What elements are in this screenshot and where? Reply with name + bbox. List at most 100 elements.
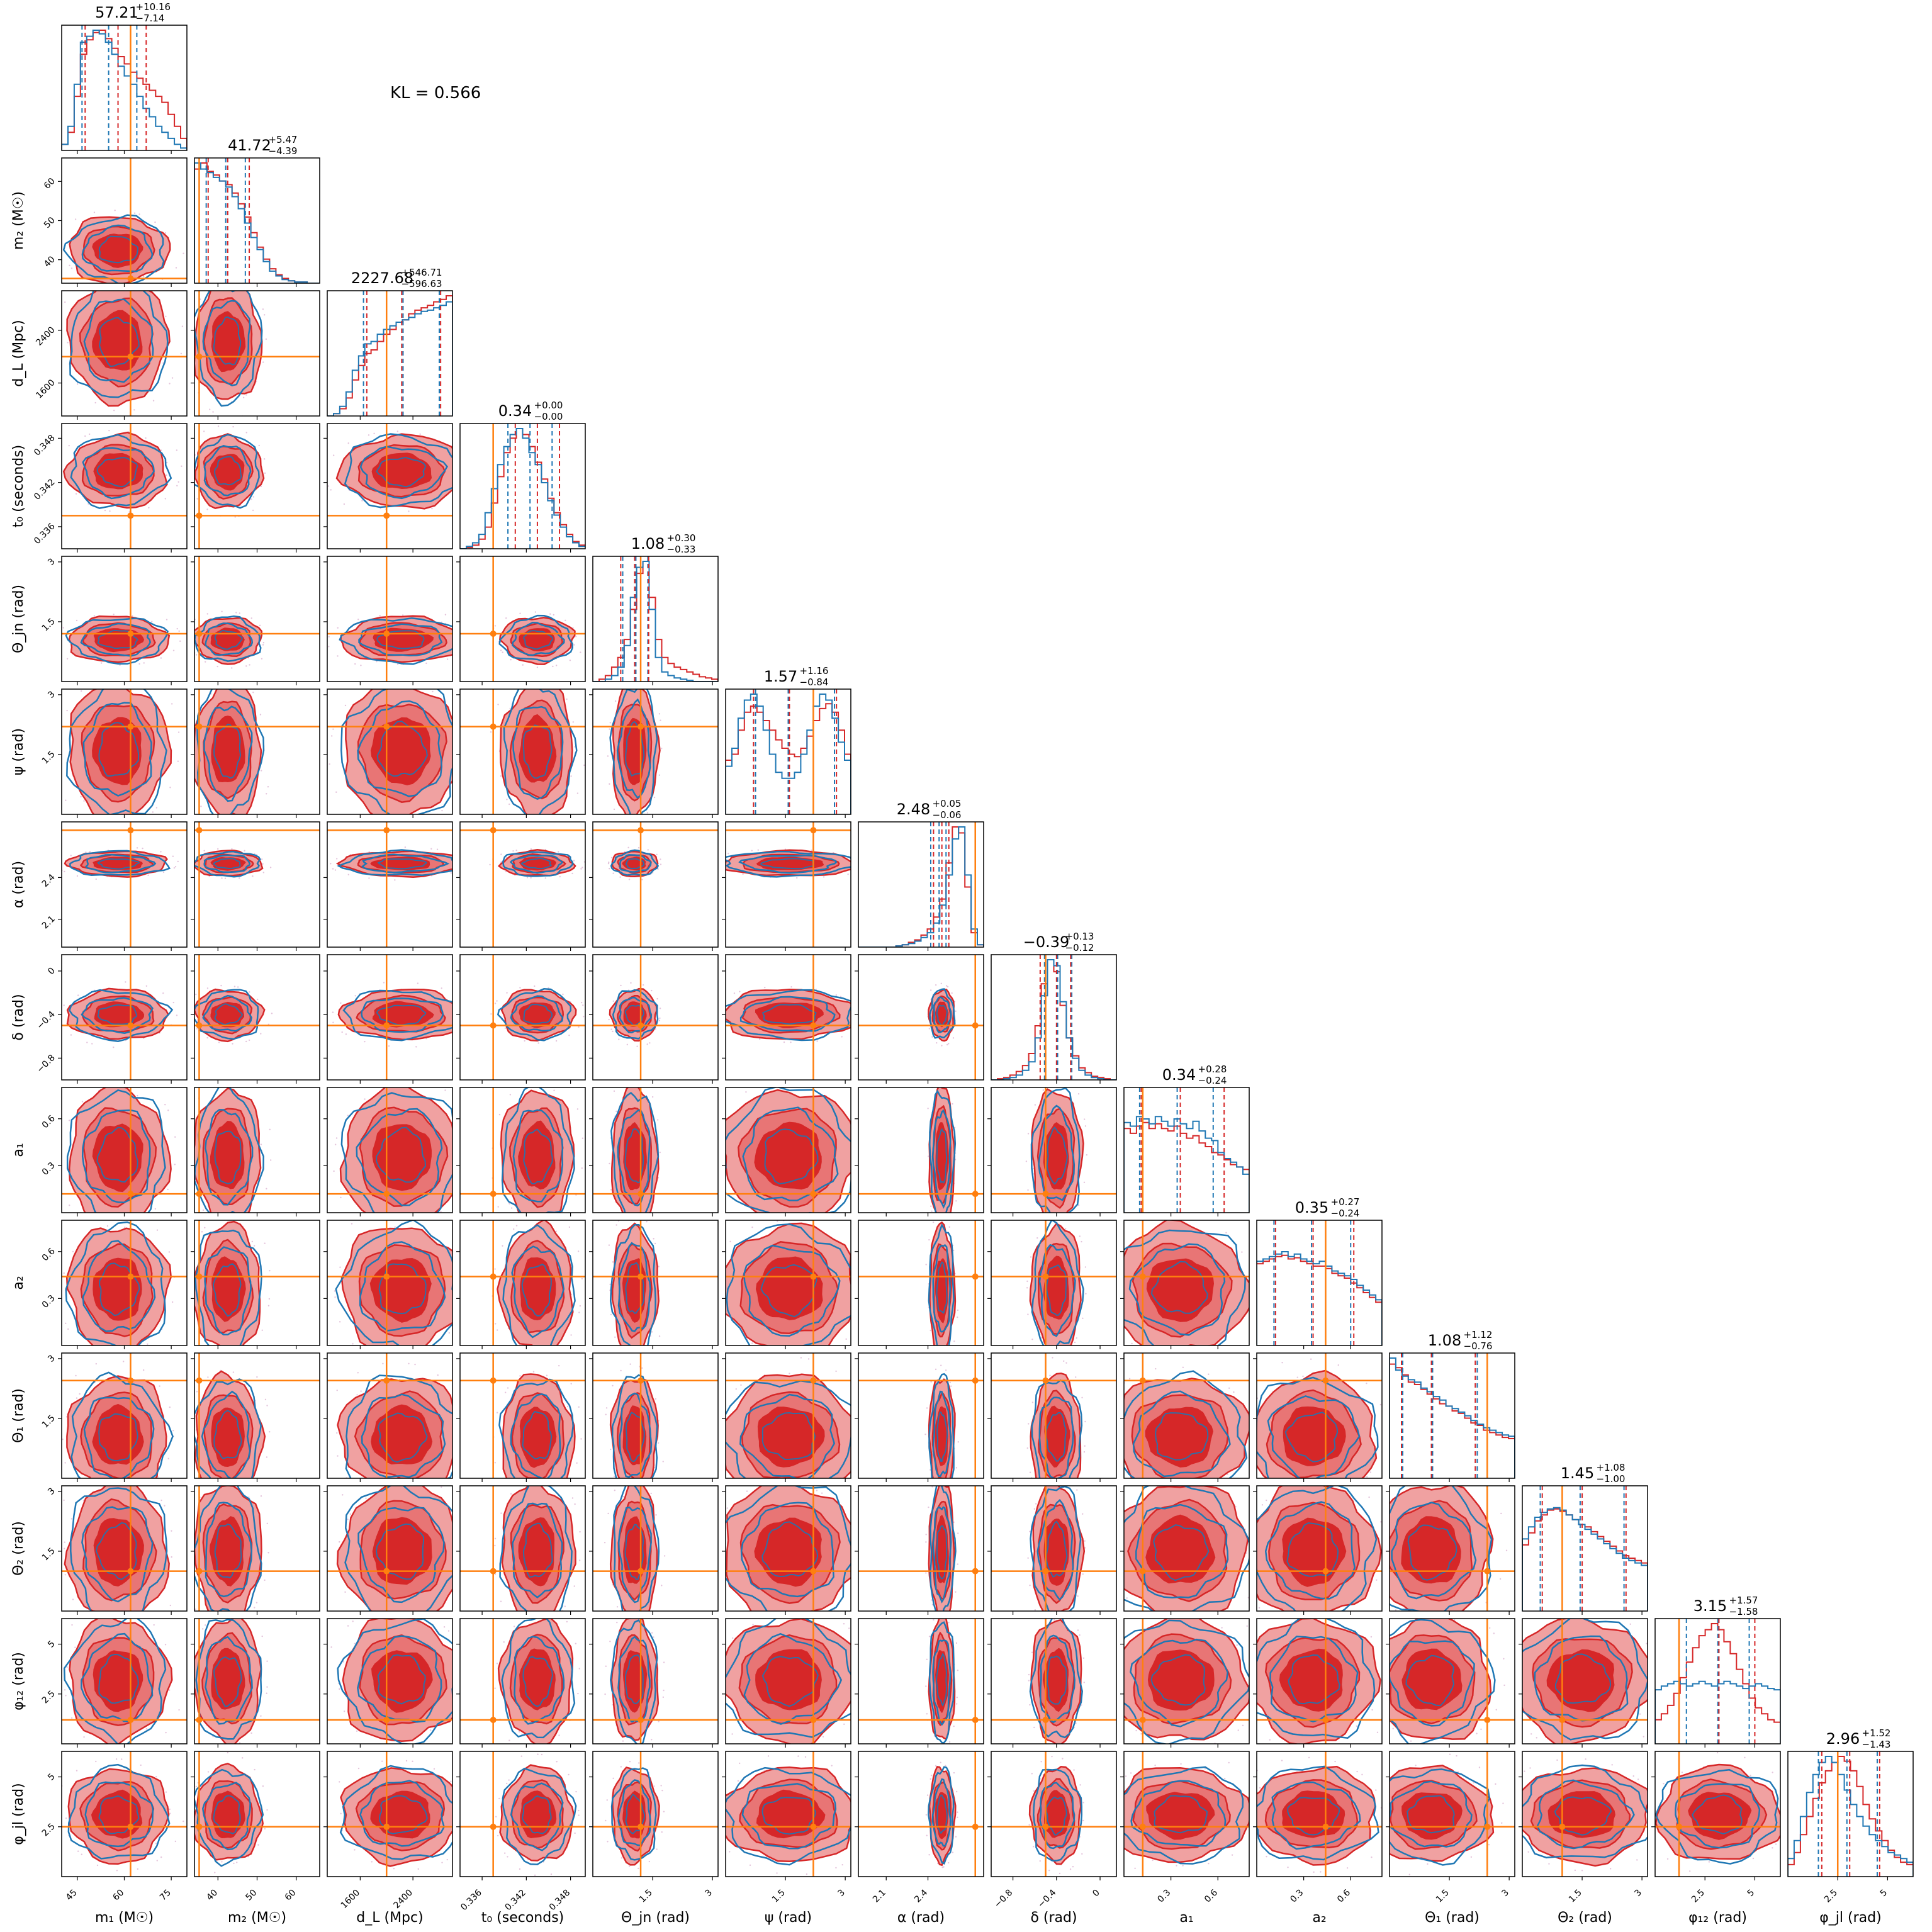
contour-inner-blue: [625, 858, 645, 870]
truth-point: [383, 1273, 390, 1280]
contour-mid-blue: [202, 1782, 251, 1851]
contour-inner-blue: [522, 1522, 553, 1578]
contour-mid-blue: [617, 1242, 651, 1332]
contour-outer-blue: [610, 1619, 658, 1744]
contour-inner-red: [1043, 1518, 1069, 1586]
contour-outer-blue: [1030, 1486, 1082, 1611]
contour-outer-blue: [194, 1229, 262, 1345]
panel-frame: [1123, 1751, 1250, 1877]
contour-panel-theta1-vs-t0: [456, 1352, 586, 1482]
contour-panel-alpha-vs-t0: [456, 821, 586, 951]
contour-inner-blue: [213, 723, 242, 779]
title-plus-delta: +0.13: [1065, 931, 1094, 942]
contour-inner-blue: [1154, 1795, 1208, 1834]
contour-inner-red: [519, 1407, 557, 1468]
panel-frame: [725, 1087, 851, 1213]
truth-point: [1676, 1823, 1683, 1830]
truth-point: [1042, 1191, 1049, 1198]
truth-point: [1139, 1716, 1146, 1723]
title-plus-a1: +0.28: [1198, 1064, 1227, 1075]
contour-outer-blue: [611, 1374, 658, 1478]
contour-outer-blue: [503, 689, 578, 814]
contour-inner-blue: [1692, 1794, 1743, 1834]
contour-inner-red: [1043, 1121, 1069, 1190]
contour-outer-blue: [928, 1621, 955, 1744]
contour-outer-blue: [65, 1221, 166, 1345]
contour-outer-blue: [1124, 1619, 1249, 1744]
truth-point: [127, 1568, 134, 1575]
contour-mid-blue: [1038, 1104, 1076, 1201]
panel-frame: [725, 1618, 851, 1744]
panel-frame: [592, 1618, 719, 1744]
contour-inner-blue: [764, 1128, 819, 1185]
title-minus-theta2: −1.00: [1597, 1473, 1626, 1485]
contour-mid-blue: [931, 1778, 952, 1847]
contour-panel-a1-vs-delta: [987, 1087, 1117, 1216]
contour-inner-blue: [97, 858, 140, 870]
contour-inner-blue: [624, 1128, 644, 1184]
contour-outer-blue: [65, 617, 169, 665]
panel-frame: [592, 1087, 719, 1213]
title-minus-a2: −0.24: [1331, 1208, 1360, 1219]
contour-mid-blue: [1132, 1390, 1231, 1478]
truth-point: [383, 827, 390, 834]
contour-inner-blue: [760, 858, 815, 870]
contour-mid-blue: [510, 1393, 561, 1478]
contour-panel-delta-vs-alpha: [855, 954, 984, 1084]
contour-inner-red: [1546, 1649, 1615, 1712]
panel-frame: [327, 1618, 453, 1744]
contour-panel-t0-vs-m2: [191, 423, 320, 553]
contour-inner-blue: [625, 1262, 645, 1314]
title-minus-a1: −0.24: [1198, 1075, 1227, 1086]
contour-inner-blue: [523, 1004, 553, 1025]
contour-mid-blue: [204, 1246, 252, 1336]
contour-mid-blue: [1128, 1243, 1226, 1336]
panel-frame: [459, 1618, 586, 1744]
contour-outer-blue: [502, 851, 574, 877]
contour-outer-blue: [928, 1766, 955, 1865]
contour-outer-blue: [1029, 1619, 1083, 1739]
contour-outer-blue: [66, 689, 167, 814]
truth-point: [1042, 1716, 1049, 1723]
panel-frame: [1256, 1220, 1383, 1346]
title-plus-psi: +1.16: [800, 665, 829, 677]
hist-blue-theta2: [1522, 1507, 1648, 1611]
contour-mid-blue: [205, 1636, 253, 1725]
hist-panel-dL: 2227.68+546.71−596.63: [327, 267, 453, 420]
title-t0: 0.34: [498, 402, 532, 420]
contour-inner-blue: [213, 456, 242, 486]
title-plus-theta_jn: +0.30: [667, 532, 696, 544]
contour-outer-blue: [1522, 1619, 1648, 1741]
contour-outer-blue: [612, 989, 659, 1040]
contour-outer-blue: [609, 1223, 656, 1345]
panel-frame: [327, 423, 453, 549]
contour-mid-blue: [510, 995, 564, 1032]
hist-blue-alpha: [858, 826, 984, 947]
hist-blue-theta_jn: [593, 561, 718, 682]
title-alpha: 2.48: [897, 800, 930, 818]
contour-mid-blue: [932, 1390, 952, 1478]
truth-point: [383, 1191, 390, 1198]
contour-outer-blue: [339, 617, 452, 665]
contour-mid-blue: [1675, 1783, 1761, 1849]
contour-panel-phi12-vs-a1: [1120, 1618, 1250, 1748]
truth-point: [637, 827, 644, 834]
truth-point: [1139, 1273, 1146, 1280]
contour-mid-blue: [1130, 1780, 1227, 1847]
contour-panel-theta2-vs-theta_jn: [589, 1485, 719, 1615]
truth-point: [196, 723, 203, 730]
contour-inner-red: [1145, 1514, 1216, 1584]
contour-panel-theta2-vs-alpha: [855, 1485, 984, 1615]
title-plus-phijl: +1.52: [1862, 1727, 1891, 1739]
contour-inner-blue: [1150, 1654, 1206, 1706]
contour-panel-theta1-vs-dL: [323, 1352, 453, 1482]
panel-frame: [1256, 1618, 1383, 1744]
truth-point: [637, 1568, 644, 1575]
truth-point: [196, 1823, 203, 1830]
contour-panel-theta1-vs-alpha: [855, 1352, 984, 1482]
hist-blue-delta: [991, 959, 1116, 1080]
contour-inner-blue: [98, 1795, 140, 1834]
panel-frame: [858, 1087, 984, 1213]
contour-panel-alpha-vs-m1: 2.12.4α (rad): [11, 821, 188, 951]
